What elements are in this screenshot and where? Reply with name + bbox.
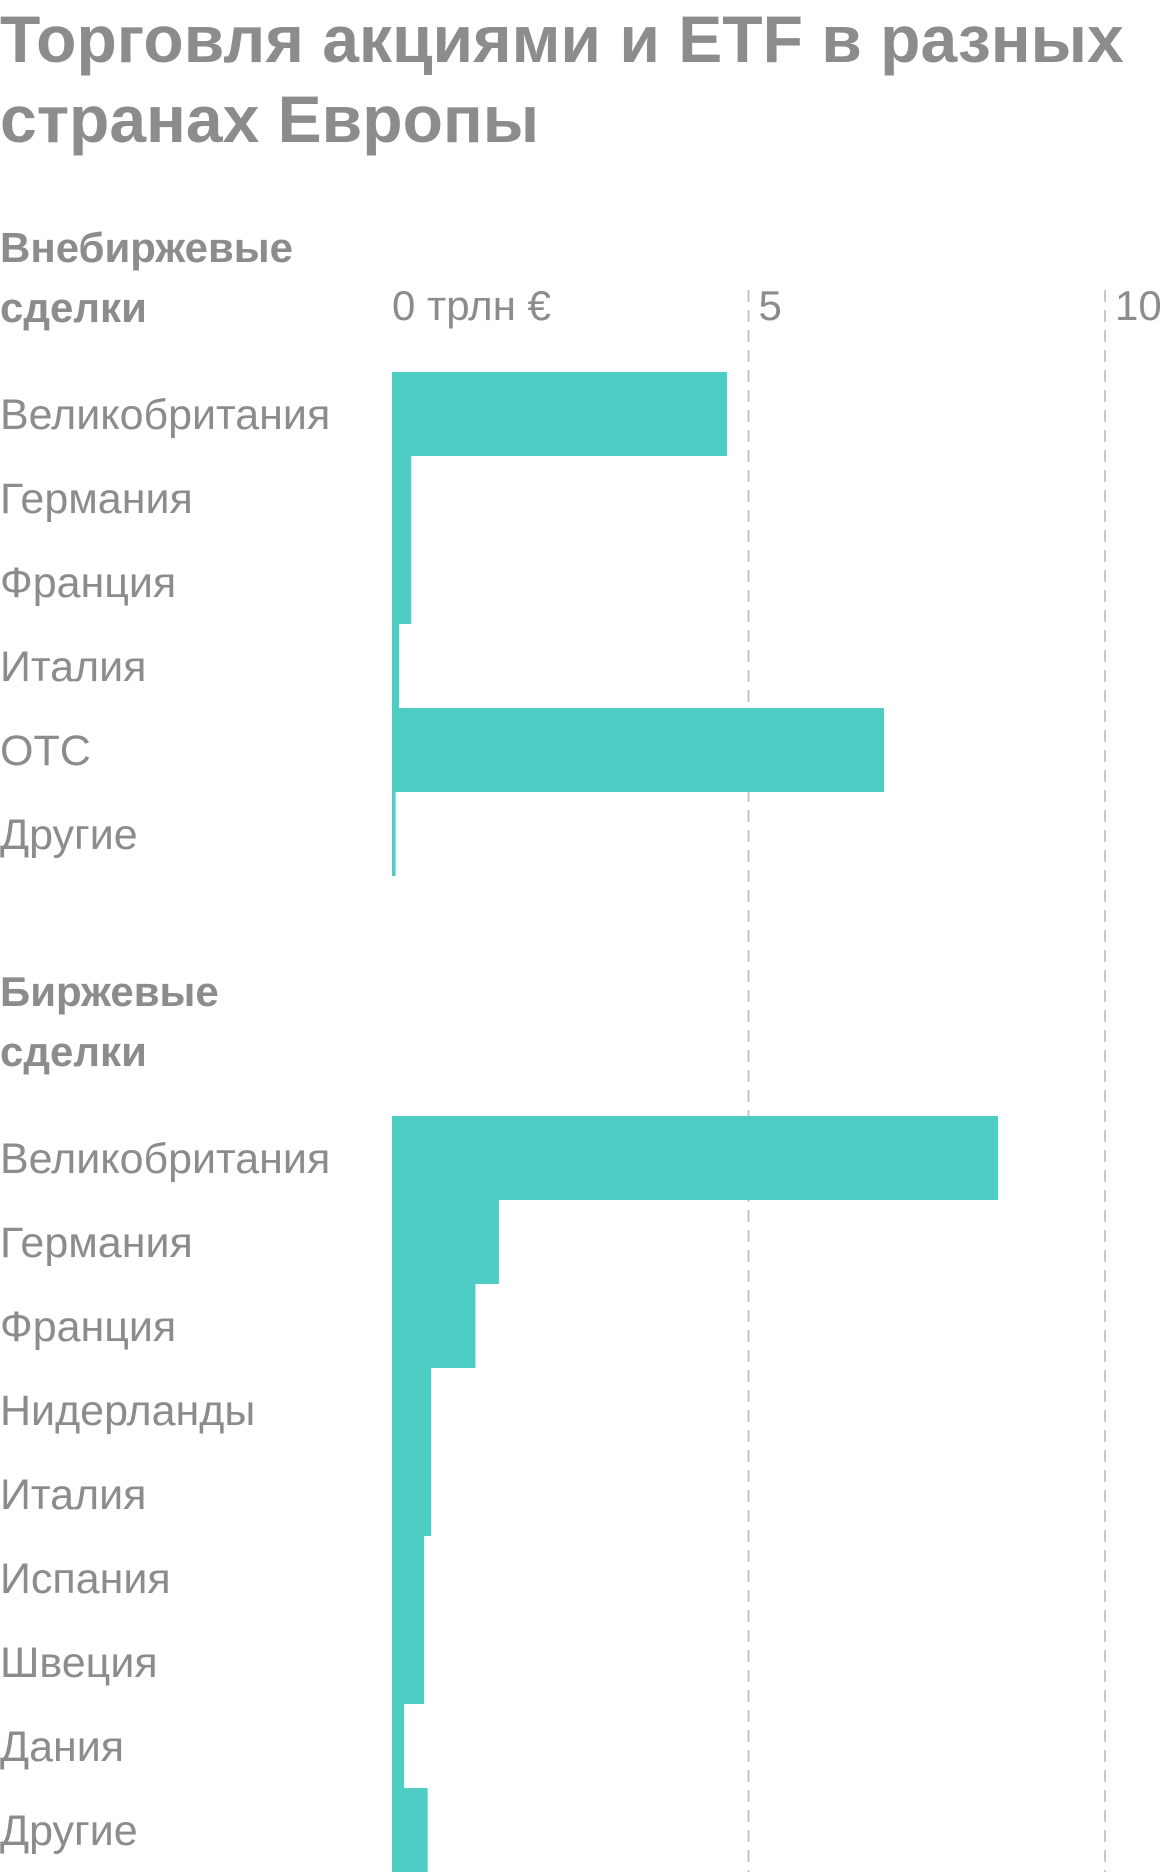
category-label-2-1: Великобритания [0, 1135, 330, 1183]
bar-1-3 [392, 540, 412, 624]
group-title-2-line-1: Биржевые [0, 968, 219, 1015]
group-title-1-line-2: сделки [0, 284, 147, 331]
category-label-1-5: ОТС [0, 727, 91, 775]
chart-title: Торговля акциями и ETF в разных странах Е… [0, 2, 1124, 156]
category-label-2-2: Германия [0, 1219, 193, 1267]
bar-1-6 [392, 792, 396, 876]
bar-2-9 [392, 1788, 428, 1872]
category-label-2-4: Нидерланды [0, 1387, 255, 1435]
bar-1-4 [392, 624, 400, 708]
bar-1-2 [392, 456, 412, 540]
category-label-1-2: Германия [0, 475, 193, 523]
category-label-1-4: Италия [0, 643, 146, 691]
category-label-1-1: Великобритания [0, 391, 330, 439]
group-title-2-line-2: сделки [0, 1028, 147, 1075]
bar-2-6 [392, 1536, 425, 1620]
chart-title-line-2: странах Европы [0, 82, 539, 156]
category-label-2-9: Другие [0, 1807, 138, 1855]
bar-1-1 [392, 372, 728, 456]
bar-2-8 [392, 1704, 405, 1788]
bar-2-1 [392, 1116, 999, 1200]
tick-label-0: 0 трлн € [392, 282, 551, 329]
category-label-2-6: Испания [0, 1555, 171, 1603]
bar-2-3 [392, 1284, 476, 1368]
tick-label-5: 5 [759, 282, 782, 329]
bar-2-5 [392, 1452, 432, 1536]
chart-title-line-1: Торговля акциями и ETF в разных [0, 2, 1124, 76]
tick-label-10: 10 [1115, 282, 1160, 329]
group-title-1-line-1: Внебиржевые [0, 224, 293, 271]
category-label-2-7: Швеция [0, 1639, 158, 1687]
bar-2-4 [392, 1368, 432, 1452]
bar-2-7 [392, 1620, 425, 1704]
bar-1-5 [392, 708, 884, 792]
category-label-1-3: Франция [0, 559, 176, 607]
category-label-2-3: Франция [0, 1303, 176, 1351]
category-label-2-8: Дания [0, 1723, 124, 1771]
category-label-1-6: Другие [0, 811, 138, 859]
category-label-2-5: Италия [0, 1471, 146, 1519]
bar-2-2 [392, 1200, 499, 1284]
